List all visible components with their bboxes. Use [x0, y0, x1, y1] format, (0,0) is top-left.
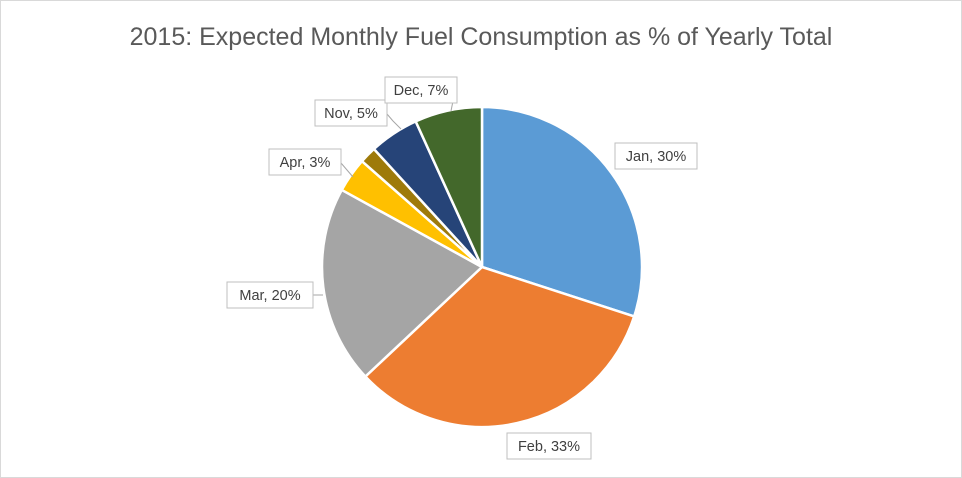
data-label-box	[314, 99, 388, 127]
data-label-text: Mar, 20%	[239, 288, 300, 304]
data-label-text: Nov, 5%	[324, 106, 378, 122]
pie-slice-jan	[480, 105, 644, 319]
leader-line-nov	[386, 113, 402, 130]
data-label-text: Feb, 33%	[518, 439, 580, 455]
data-label-dec: Dec, 7%	[384, 76, 458, 104]
data-label-nov: Nov, 5%	[314, 99, 388, 127]
data-label-mar: Mar, 20%	[226, 281, 314, 309]
data-label-feb: Feb, 33%	[506, 432, 592, 460]
data-label-apr: Apr, 3%	[268, 148, 342, 176]
data-label-box	[384, 76, 458, 104]
leader-line-apr	[340, 162, 354, 178]
data-label-box	[268, 148, 342, 176]
chart-title: 2015: Expected Monthly Fuel Consumption …	[129, 23, 833, 51]
data-label-jan: Jan, 30%	[614, 142, 698, 170]
pie-slice-mar	[320, 188, 485, 379]
pie-slice-dec	[414, 105, 484, 268]
pie-slices	[320, 105, 644, 429]
data-label-text: Dec, 7%	[394, 83, 449, 99]
pie-slice-feb	[363, 265, 636, 429]
data-label-box	[506, 432, 592, 460]
data-label-text: Apr, 3%	[280, 155, 331, 171]
data-label-box	[614, 142, 698, 170]
data-label-text: Jan, 30%	[626, 149, 687, 165]
data-label-box	[226, 281, 314, 309]
data-labels: Jan, 30% Feb, 33% Mar, 20% Apr, 3% Nov, 5% De…	[226, 76, 698, 460]
